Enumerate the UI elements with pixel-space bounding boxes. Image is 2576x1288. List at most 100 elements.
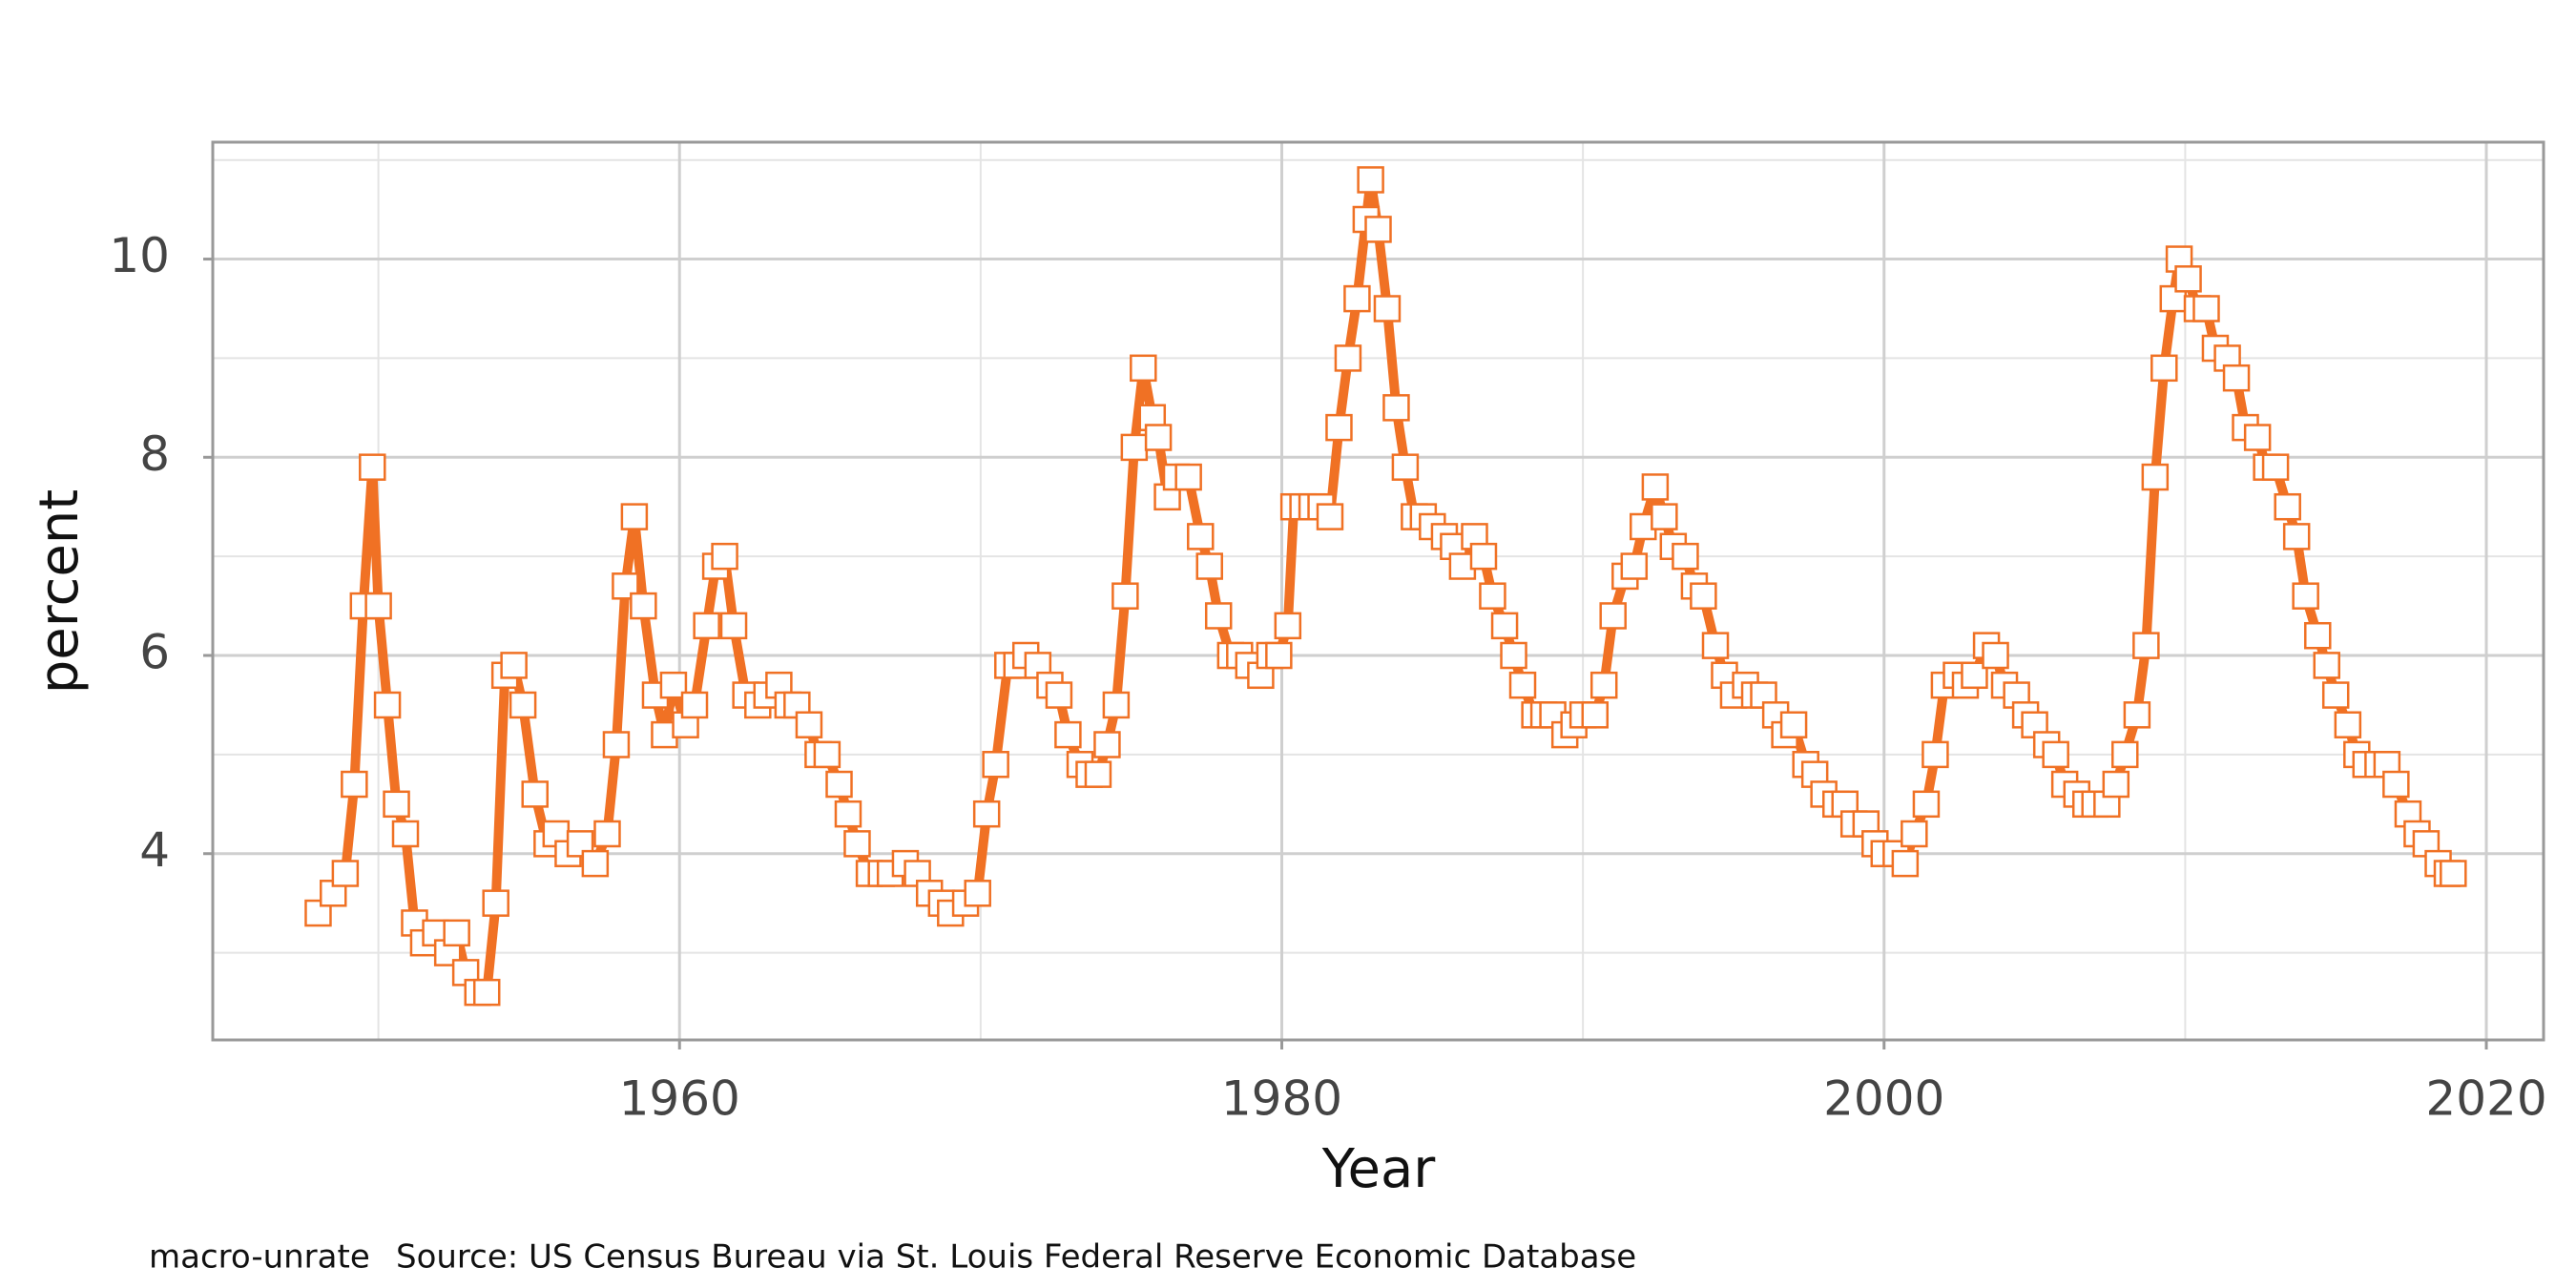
point <box>521 780 549 808</box>
labels: 1960 1980 2000 2020 4 6 8 10 <box>109 228 2546 1126</box>
point <box>364 592 392 620</box>
point <box>472 978 501 1007</box>
x-tick-label: 1960 <box>619 1071 740 1127</box>
point <box>1111 582 1139 610</box>
point <box>593 820 621 848</box>
point <box>2313 652 2340 679</box>
point <box>630 592 657 620</box>
point <box>1391 453 1420 481</box>
point <box>1054 720 1082 749</box>
point <box>383 790 410 819</box>
grid <box>213 142 2544 1040</box>
point <box>2111 740 2139 769</box>
point <box>509 691 537 719</box>
point <box>1045 681 1073 709</box>
point <box>719 612 748 640</box>
y-tick-label: 6 <box>139 625 170 680</box>
x-tick-label: 1980 <box>1221 1071 1342 1127</box>
point <box>1373 295 1402 322</box>
point <box>2192 295 2220 322</box>
point <box>482 889 509 917</box>
point <box>602 731 631 758</box>
marks <box>304 166 2467 1007</box>
point <box>2304 621 2332 650</box>
point <box>834 800 862 828</box>
point <box>1779 711 1808 738</box>
point <box>1479 582 1506 610</box>
point <box>964 880 991 907</box>
point <box>2334 711 2362 738</box>
point <box>620 503 649 530</box>
caption: macro-unrate <box>149 1238 370 1277</box>
point <box>1690 582 1717 610</box>
point <box>2261 453 2290 481</box>
point <box>825 770 853 799</box>
x-tick-label: 2000 <box>1823 1071 1944 1127</box>
point <box>1891 849 1920 878</box>
point <box>813 740 841 769</box>
point <box>2274 492 2301 521</box>
point <box>1274 612 1302 640</box>
point <box>500 652 528 679</box>
point <box>581 849 610 878</box>
source: Source: US Census Bureau via St. Louis F… <box>396 1238 1636 1277</box>
point <box>1599 602 1627 630</box>
point <box>1204 602 1233 630</box>
point <box>359 453 386 481</box>
panel-border <box>211 140 2545 1042</box>
point <box>2141 463 2170 491</box>
point <box>2123 701 2151 729</box>
point <box>1334 344 1362 372</box>
point <box>1912 790 1941 819</box>
x-axis-title: Year <box>1321 1138 1437 1200</box>
point <box>1120 433 1149 462</box>
point <box>2174 265 2202 293</box>
point <box>1901 820 1928 848</box>
point <box>1508 671 1537 699</box>
point <box>2042 740 2069 769</box>
point <box>2222 364 2251 392</box>
point <box>1195 552 1223 580</box>
point <box>1581 701 1610 729</box>
y-tick-label: 10 <box>109 228 170 283</box>
point <box>1265 641 1293 670</box>
point <box>1174 463 1202 491</box>
point <box>1084 760 1112 788</box>
point <box>1187 523 1215 551</box>
point <box>1922 740 1949 769</box>
point <box>1672 542 1699 571</box>
point <box>391 820 420 848</box>
point <box>1620 552 1649 580</box>
point <box>711 542 738 571</box>
point <box>795 711 823 738</box>
point <box>1130 354 1157 383</box>
point <box>341 770 368 799</box>
point <box>2440 860 2467 887</box>
point <box>373 691 402 719</box>
y-tick-label: 8 <box>139 426 170 482</box>
point <box>2292 582 2319 610</box>
point <box>2132 632 2160 659</box>
point <box>1469 542 1498 571</box>
point <box>1701 632 1730 659</box>
point <box>331 860 360 887</box>
point <box>1982 641 2009 670</box>
point <box>1093 731 1121 758</box>
point <box>680 691 709 719</box>
point <box>1357 166 1384 194</box>
point <box>2321 681 2350 709</box>
point <box>2282 523 2311 551</box>
point <box>972 800 1001 828</box>
point <box>843 830 871 858</box>
point <box>1364 216 1392 243</box>
y-tick-label: 4 <box>139 822 170 878</box>
point <box>2150 354 2178 383</box>
point <box>1325 413 1353 442</box>
point <box>1316 503 1344 530</box>
point <box>1343 284 1371 313</box>
point <box>1589 671 1618 699</box>
point <box>1651 503 1678 530</box>
point <box>2102 770 2130 799</box>
point <box>1144 424 1173 451</box>
